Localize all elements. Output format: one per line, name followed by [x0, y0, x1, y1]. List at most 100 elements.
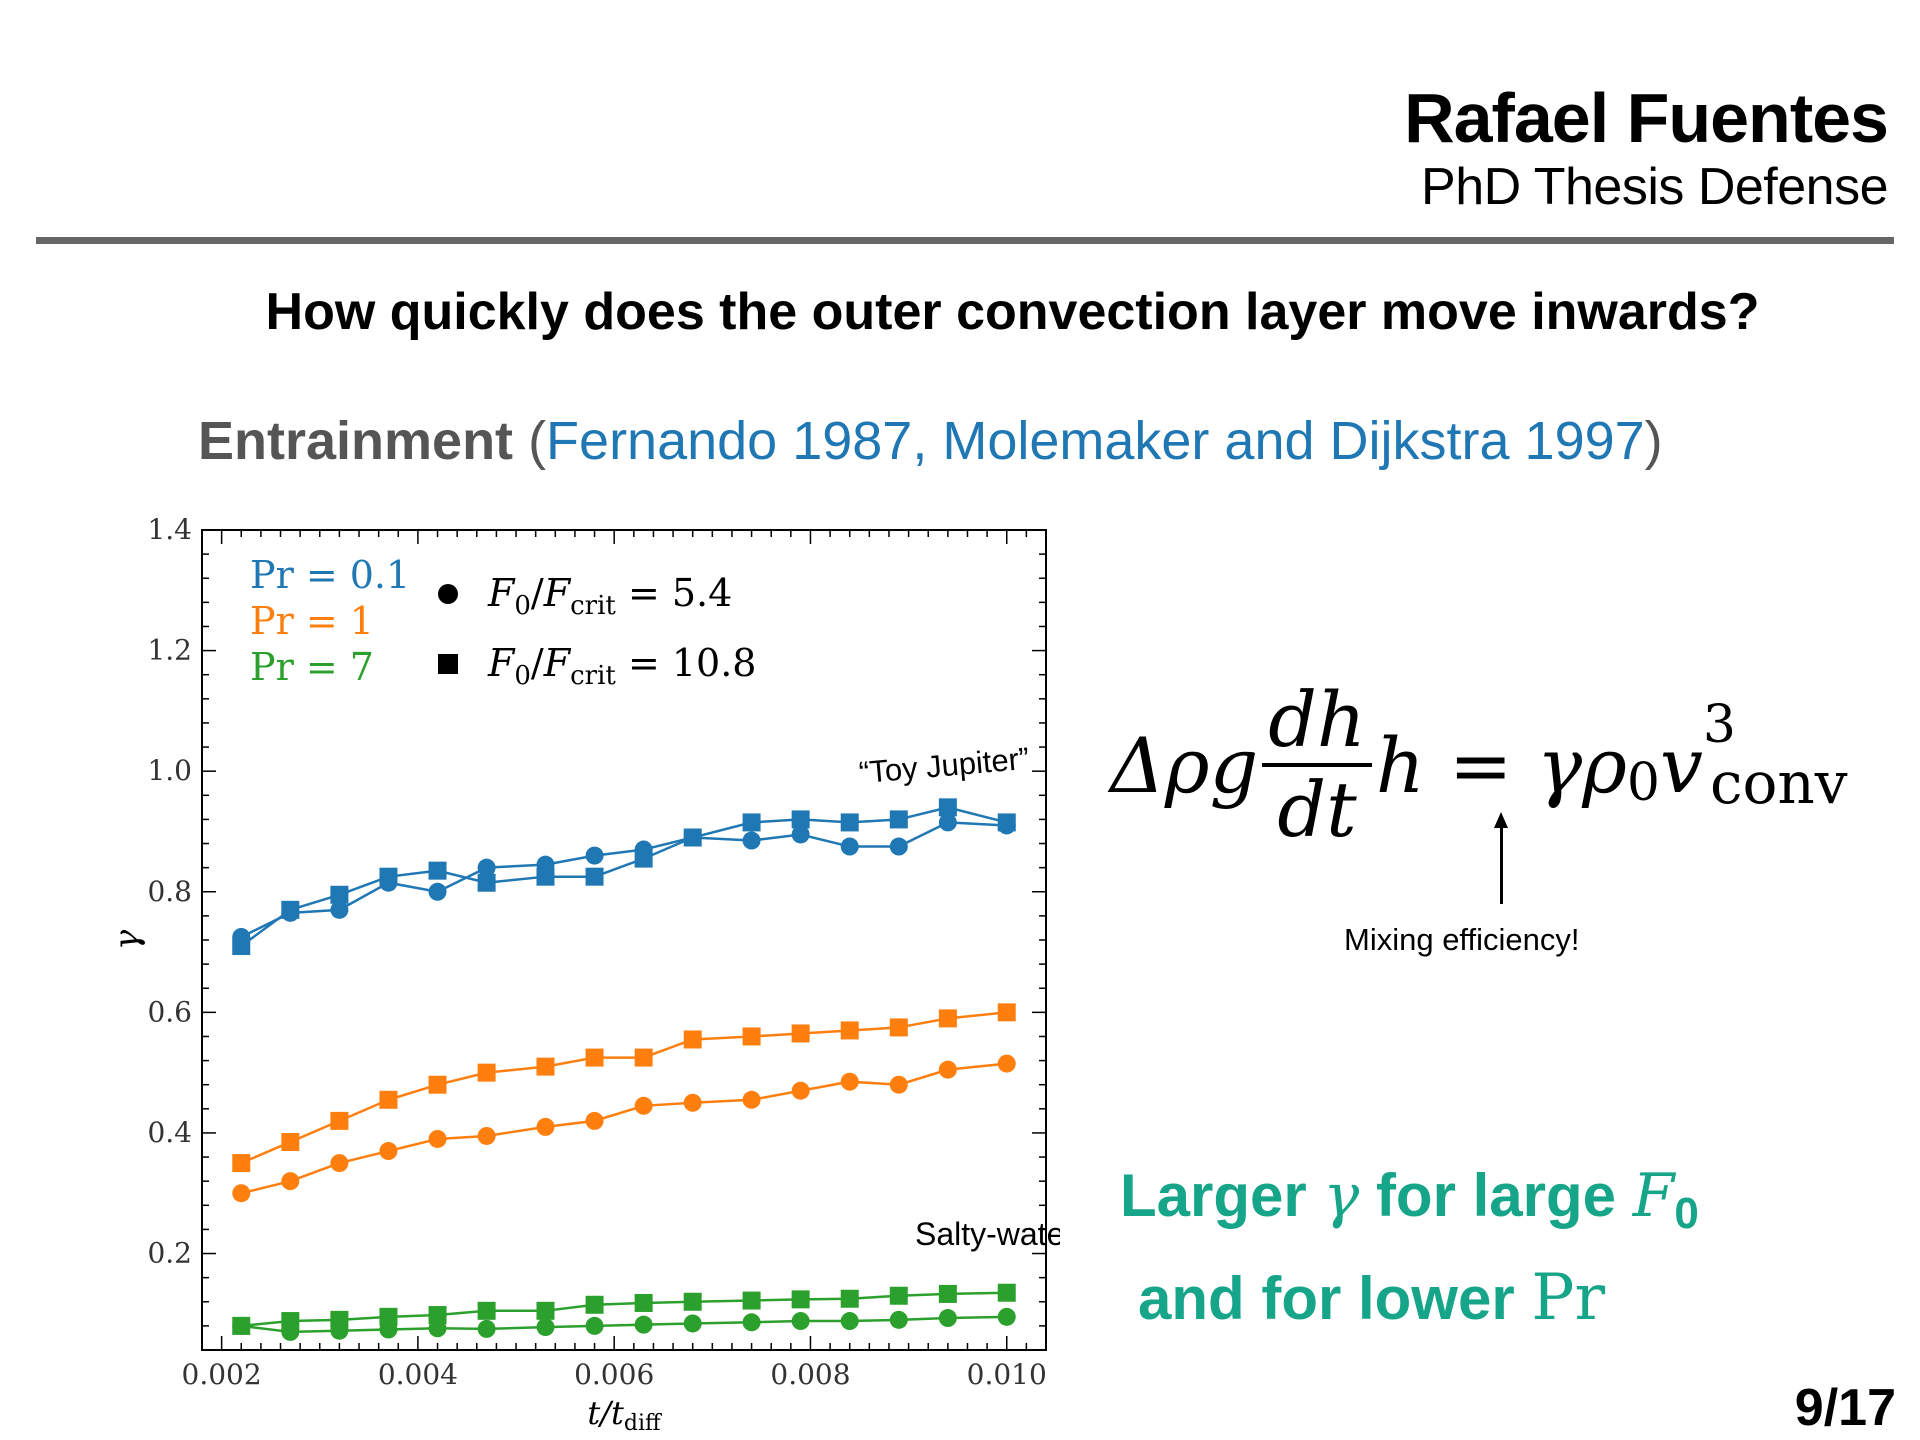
data-point-square: [330, 1111, 349, 1130]
data-point-circle: [585, 1316, 604, 1335]
series-line: [241, 1291, 1007, 1328]
mixing-annotation: Mixing efficiency!: [1344, 922, 1580, 957]
data-point-square: [379, 867, 398, 886]
annotation-toy-jupiter: “Toy Jupiter”: [858, 741, 1031, 791]
series-line: [240, 806, 1008, 948]
close-paren: ): [1644, 411, 1663, 471]
data-point-circle: [634, 1096, 653, 1115]
data-point-circle: [477, 1319, 496, 1338]
x-tick-label: 0.010: [967, 1358, 1047, 1391]
data-point-square: [477, 1301, 496, 1320]
data-point-square: [840, 1289, 859, 1308]
data-point-circle: [840, 1072, 859, 1091]
c1-F: F: [1632, 1161, 1675, 1231]
arrow-shaft: [1500, 826, 1503, 904]
data-point-square: [683, 1292, 702, 1311]
data-point-square: [232, 937, 251, 956]
y-tick-label: 1.4: [147, 513, 192, 546]
data-point-square: [428, 1075, 447, 1094]
legend-pr-entry: Pr = 7: [250, 645, 374, 689]
data-point-circle: [683, 1314, 702, 1333]
data-point-circle: [379, 1142, 398, 1161]
data-point-square: [536, 867, 555, 886]
annotation-salty-water: Salty-water: [915, 1216, 1060, 1252]
data-point-square: [742, 1291, 761, 1310]
data-point-circle: [428, 1129, 447, 1148]
gamma-chart: 0.002 0.004 0.006 0.008 0.010 0.2 0.4 0.6 0.8 1.0…: [107, 513, 1060, 1435]
author-name: Rafael Fuentes: [1404, 79, 1889, 157]
entrainment-line: Entrainment (Fernando 1987, Molemaker an…: [198, 410, 1663, 472]
slide-question: How quickly does the outer convection la…: [265, 283, 1760, 341]
eq-v-sup: 3: [1702, 695, 1736, 755]
data-point-circle: [428, 882, 447, 901]
data-point-circle: [889, 1075, 908, 1094]
data-point-square: [585, 867, 604, 886]
data-point-circle: [330, 900, 349, 919]
legend-circle-marker: [438, 584, 458, 604]
conclusion: Larger γ for large F0 and for lower Pr: [1120, 1148, 1699, 1347]
data-point-square: [997, 813, 1016, 832]
data-point-circle: [997, 1307, 1016, 1326]
data-point-square: [742, 1027, 761, 1046]
c1-gamma: γ: [1323, 1161, 1360, 1231]
data-point-square: [330, 1310, 349, 1329]
data-point-square: [997, 1283, 1016, 1302]
eq-rho-sub: 0: [1626, 753, 1660, 813]
data-point-circle: [889, 837, 908, 856]
data-point-square: [889, 1286, 908, 1305]
series-line: [241, 1315, 1007, 1334]
data-point-circle: [281, 1172, 300, 1191]
y-tick-label: 1.0: [147, 754, 192, 787]
data-point-circle: [536, 1318, 555, 1337]
c2-pre: and for lower: [1138, 1265, 1532, 1332]
data-point-square: [938, 1284, 957, 1303]
legend-marker-label-square: F0/Fcrit = 10.8: [487, 641, 756, 691]
data-point-square: [742, 813, 761, 832]
data-point-square: [585, 1048, 604, 1067]
arrow-up-icon: [1494, 812, 1508, 828]
c2-pr: Pr: [1531, 1261, 1606, 1335]
author-block: Rafael Fuentes PhD Thesis Defense: [1404, 78, 1889, 216]
talk-subtitle: PhD Thesis Defense: [1421, 158, 1888, 216]
legend-pr-entry: Pr = 1: [250, 599, 374, 643]
x-axis-label: t/tdiff: [587, 1394, 662, 1435]
series-line: [240, 1011, 1007, 1165]
data-point-square: [634, 849, 653, 868]
c1-F-sub: 0: [1674, 1189, 1699, 1238]
x-tick-label: 0.004: [378, 1358, 458, 1391]
data-point-square: [281, 1132, 300, 1151]
c1-pre: Larger: [1120, 1162, 1324, 1229]
data-point-circle: [840, 837, 859, 856]
data-point-square: [997, 1003, 1016, 1022]
conclusion-line-1: Larger γ for large F0: [1120, 1148, 1699, 1250]
data-point-circle: [938, 1060, 957, 1079]
data-point-square: [791, 1290, 810, 1309]
data-point-square: [281, 1312, 300, 1331]
data-point-circle: [997, 1054, 1016, 1073]
data-point-square: [889, 810, 908, 829]
data-point-circle: [791, 1081, 810, 1100]
legend-marker-label-circle: F0/Fcrit = 5.4: [487, 571, 732, 621]
data-point-circle: [938, 813, 957, 832]
data-point-square: [634, 1293, 653, 1312]
c1-mid: for large: [1359, 1162, 1633, 1229]
legend-square-marker: [438, 654, 458, 674]
x-tick-label: 0.006: [574, 1358, 654, 1391]
eq-denominator: dt: [1277, 765, 1357, 854]
data-point-square: [379, 1307, 398, 1326]
data-point-square: [840, 813, 859, 832]
open-paren: (: [528, 411, 547, 471]
eq-fraction: dh dt: [1262, 677, 1372, 853]
entrainment-equation: Δρg dh dt h = γρ 0 v 3 conv: [1110, 665, 1848, 865]
data-point-circle: [683, 1093, 702, 1112]
data-point-square: [379, 1090, 398, 1109]
data-point-square: [477, 1063, 496, 1082]
x-tick-label: 0.008: [770, 1358, 850, 1391]
series-line: [240, 1062, 1007, 1195]
data-point-circle: [742, 831, 761, 850]
page-number: 9/17: [1794, 1379, 1896, 1437]
legend-pr-entry: Pr = 0.1: [250, 553, 410, 597]
data-point-square: [585, 1295, 604, 1314]
data-point-circle: [742, 1090, 761, 1109]
y-tick-label: 0.8: [147, 875, 192, 908]
